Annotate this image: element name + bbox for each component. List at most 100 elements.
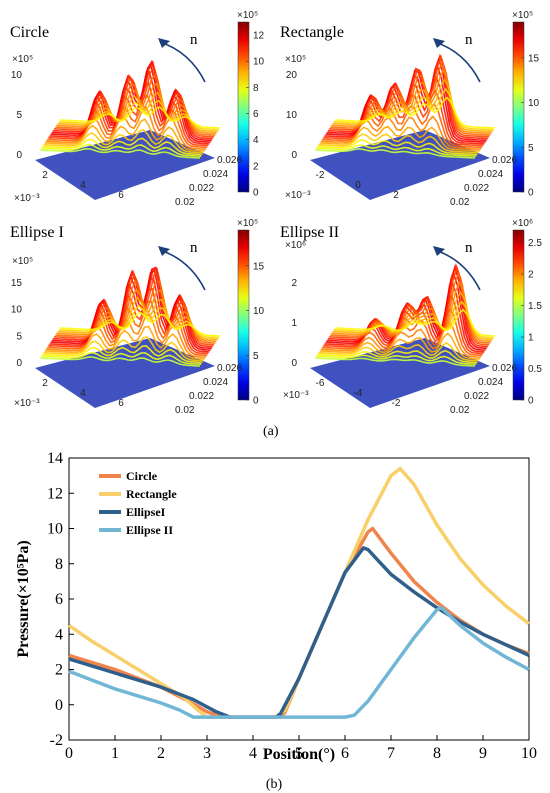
y-tick-label: -2 (50, 732, 63, 749)
x-tick-label: 0 (355, 180, 361, 191)
surface-ridge (42, 137, 203, 156)
colorbar (237, 21, 250, 193)
x-tick-label: 3 (203, 745, 211, 762)
surface-ridge (320, 115, 481, 150)
y-tick-label: 0.026 (492, 155, 517, 166)
surface-ridge (323, 89, 484, 147)
y-tick-label: 2 (55, 662, 63, 679)
surface-svg-ellipse-ii: 0 0.5 1 1.5 2 2.5 0 1 2 -6 -4 -2 0.02 0.022 0.024 0.026… (291, 229, 542, 416)
x-tick-label: -4 (354, 388, 363, 399)
surface-ridge (332, 290, 493, 341)
y-tick-label: 0.022 (464, 391, 489, 402)
colorbar-tick-label: 15 (528, 53, 540, 64)
colorbar-tick-label: 8 (253, 83, 259, 94)
surface-ridge (59, 311, 221, 337)
colorbar-tick-label: 12 (253, 31, 265, 42)
x-tick-label: 6 (341, 745, 349, 762)
rotation-label: n (465, 240, 473, 256)
z-tick-label: 0 (16, 150, 22, 161)
x-tick-label: 4 (80, 180, 86, 191)
colorbar-tick-label: 4 (253, 135, 259, 146)
series-line-2 (68, 546, 530, 719)
y-tick-label: 0.022 (189, 391, 214, 402)
colorbar (512, 21, 525, 193)
colorbar-exponent-ellipse-ii: ×10⁶ (512, 218, 534, 229)
plot-title-ellipse-i: Ellipse I (10, 224, 64, 241)
colorbar-tick-label: 1 (528, 333, 534, 344)
x-exponent-ellipse-ii: ×10⁻³ (283, 390, 309, 401)
z-tick-label: 10 (11, 305, 23, 316)
y-tick-label: 0.024 (478, 377, 503, 388)
x-tick-label: 2 (42, 378, 48, 389)
x-tick-label: 2 (157, 745, 165, 762)
surface-ridge (51, 59, 212, 142)
surface-plot-ellipse-ii: Ellipse II ×10⁶ ×10⁻³ ×10⁶ 0 0.5 1 1.5 2 2.5 0… (275, 218, 550, 423)
colorbar-tick-label: 2.5 (528, 238, 542, 249)
surface-ridge (330, 59, 491, 136)
rotation-label: n (465, 32, 473, 48)
surface-ridge (316, 144, 477, 157)
x-tick-label: -6 (316, 378, 325, 389)
surface-ridge (319, 332, 480, 360)
z-tick-label: 15 (11, 278, 23, 289)
plot-title-circle: Circle (10, 24, 50, 41)
surface-plot-ellipse-i: Ellipse I ×10⁵ ×10⁻³ ×10⁵ 0 5 10 15 0 5 10 15 2 4… (0, 218, 275, 423)
y-tick-label: 0.02 (450, 197, 470, 208)
plot-title-ellipse-ii: Ellipse II (280, 224, 340, 241)
y-tick-label: 0.024 (203, 169, 228, 180)
surface-ridge (333, 87, 494, 131)
surface-svg-rectangle: 0 5 10 15 0 10 20 -2 0 2 0.02 0.022 0.024 0.026 n (286, 21, 540, 208)
x-tick-label: 1 (111, 745, 119, 762)
y-tick-label: 8 (55, 556, 63, 573)
rotation-arrow (159, 41, 206, 83)
colorbar-exponent-circle: ×10⁵ (237, 10, 259, 21)
surface-plot-rectangle: Rectangle ×10⁵ ×10⁻³ ×10⁵ 0 5 10 15 0 10 20 -2 0… (275, 10, 550, 215)
surface-ridge (314, 357, 476, 367)
surface-ridge (318, 342, 479, 362)
colorbar-exponent-ellipse-i: ×10⁵ (237, 218, 259, 229)
surface-ridge (39, 356, 201, 367)
colorbar (512, 229, 525, 401)
rotation-label: n (190, 32, 198, 48)
surface-svg-ellipse-i: 0 5 10 15 0 5 10 15 2 4 6 0.02 0.022 0.024 0.026 n (11, 229, 265, 416)
x-tick-label: 6 (118, 398, 124, 409)
colorbar (237, 229, 250, 401)
z-tick-label: 10 (286, 110, 298, 121)
surface-ridge (57, 296, 218, 341)
surface-ridge (314, 147, 476, 159)
surface-ridge (334, 308, 496, 337)
surface-ridge (44, 325, 205, 360)
surface-floor (310, 130, 490, 200)
z-exponent-rectangle: ×10⁵ (285, 54, 307, 65)
surface-ridge (49, 70, 210, 145)
colorbar-tick-label: 0.5 (528, 364, 542, 375)
z-tick-label: 0 (16, 358, 22, 369)
z-tick-label: 10 (11, 70, 23, 81)
y-tick-label: 0 (55, 697, 63, 714)
legend: Circle Rectangle EllipseI Ellipse II (99, 469, 177, 537)
colorbar-tick-label: 15 (253, 261, 265, 272)
colorbar-tick-label: 0 (528, 396, 534, 407)
series-lines (68, 466, 531, 719)
surface-plot-circle: Circle ×10⁵ ×10⁻³ ×10⁵ 0 2 4 6 8 10 12 0 5 10 2 4 6 0… (0, 10, 275, 215)
x-tick-label: 4 (80, 388, 86, 399)
colorbar-tick-label: 5 (253, 351, 259, 362)
y-tick-label: 10 (47, 521, 63, 538)
surface-ridge (43, 336, 204, 362)
rotation-arrow-head (433, 246, 445, 256)
caption-a: (a) (263, 424, 279, 439)
x-tick-label: 7 (387, 745, 395, 762)
surface-ridge (45, 106, 206, 150)
x-tick-label: 5 (295, 745, 303, 762)
x-tick-label: 4 (249, 745, 257, 762)
y-tick-label: 0.022 (189, 183, 214, 194)
y-tick-label: 0.026 (217, 155, 242, 166)
surface-ridge (43, 128, 204, 154)
surface-ridge (331, 67, 492, 135)
legend-label-0: Circle (126, 469, 158, 483)
z-tick-label: 0 (291, 150, 297, 161)
legend-label-2: EllipseI (126, 505, 166, 519)
z-tick-label: 20 (286, 70, 298, 81)
